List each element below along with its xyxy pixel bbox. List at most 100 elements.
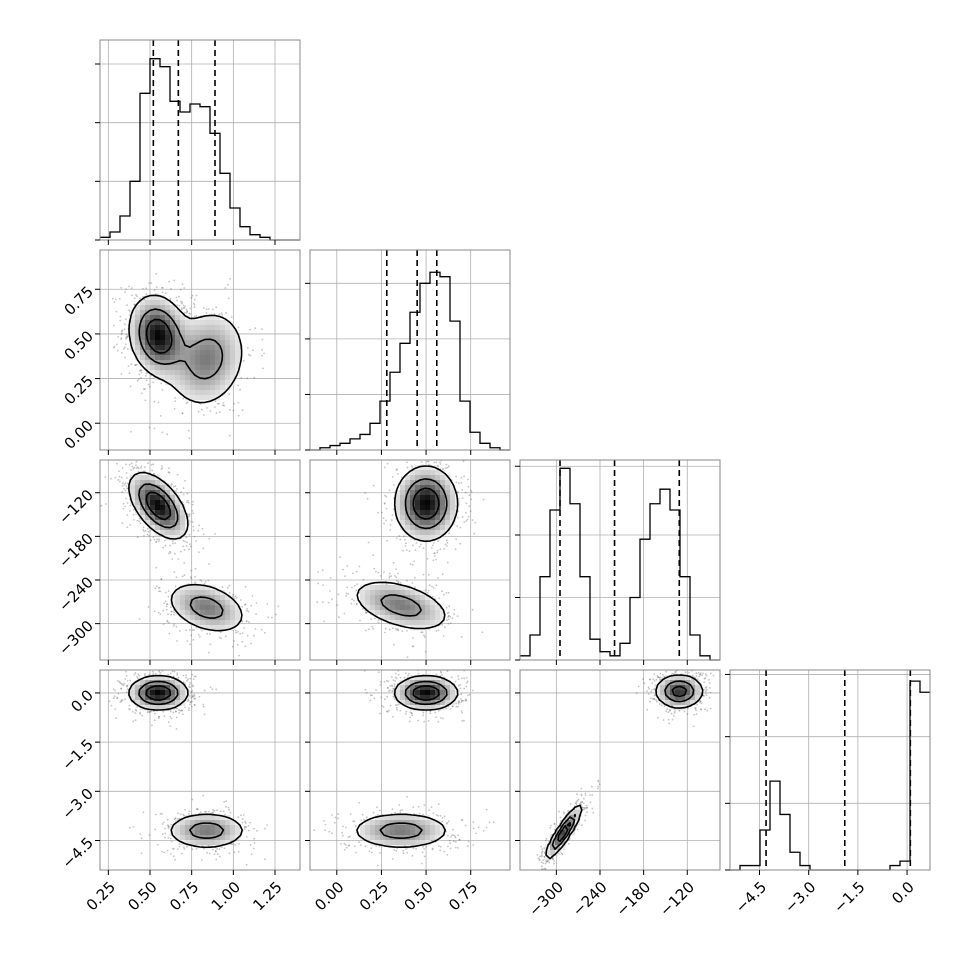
sample-point — [460, 482, 463, 484]
density-cell — [155, 335, 161, 341]
sample-point — [245, 620, 248, 623]
sample-point — [427, 589, 430, 592]
sample-point — [178, 843, 181, 845]
sample-point — [174, 817, 177, 820]
density-cell — [180, 505, 186, 511]
density-cell — [225, 600, 231, 606]
density-cell — [415, 480, 421, 486]
density-cell — [160, 505, 166, 511]
density-cell — [145, 485, 151, 491]
density-cell — [225, 605, 231, 611]
sample-point — [427, 573, 430, 576]
sample-point — [189, 543, 191, 545]
density-cell — [170, 595, 176, 601]
density-cell — [405, 495, 411, 501]
density-cell — [210, 355, 216, 361]
panel-background — [520, 460, 720, 660]
density-cell — [165, 310, 171, 316]
density-cell — [215, 330, 221, 336]
sample-point — [399, 582, 402, 584]
sample-point — [403, 454, 405, 456]
density-cell — [450, 490, 456, 496]
sample-point — [191, 294, 194, 297]
sample-point — [275, 613, 277, 616]
density-cell — [175, 360, 181, 366]
density-cell — [215, 355, 221, 361]
density-cell — [180, 585, 186, 591]
sample-point — [249, 328, 252, 331]
density-cell — [185, 325, 191, 331]
sample-point — [241, 409, 244, 412]
density-cell — [415, 535, 421, 541]
sample-point — [110, 477, 112, 480]
sample-point — [190, 691, 193, 694]
density-cell — [200, 615, 206, 621]
density-cell — [145, 320, 151, 326]
density-cell — [140, 325, 146, 331]
sample-point — [119, 681, 121, 684]
sample-point — [481, 631, 484, 634]
density-cell — [160, 515, 166, 521]
density-cell — [200, 385, 206, 391]
density-cell — [405, 505, 411, 511]
sample-point — [125, 497, 127, 500]
sample-point — [138, 674, 141, 677]
sample-point — [356, 583, 359, 585]
density-cell — [430, 620, 436, 626]
sample-point — [124, 346, 126, 349]
sample-point — [143, 530, 145, 533]
density-cell — [175, 355, 181, 361]
sample-point — [178, 712, 181, 714]
sample-point — [148, 282, 151, 284]
sample-point — [262, 367, 264, 370]
density-cell — [215, 370, 221, 376]
sample-point — [124, 698, 126, 700]
sample-point — [203, 713, 206, 716]
sample-point — [397, 473, 399, 475]
sample-point — [112, 324, 115, 327]
sample-point — [447, 616, 450, 618]
density-cell — [425, 515, 431, 521]
sample-point — [162, 609, 165, 612]
sample-point — [167, 552, 170, 555]
scatter-panel-p0-p3 — [95, 669, 301, 875]
sample-point — [142, 528, 145, 531]
sample-point — [377, 619, 380, 622]
sample-point — [185, 536, 188, 539]
density-cell — [135, 325, 141, 331]
density-cell — [425, 480, 431, 486]
density-cell — [225, 625, 231, 631]
sample-point — [197, 530, 200, 532]
sample-point — [199, 636, 201, 638]
sample-point — [245, 620, 248, 622]
sample-point — [169, 552, 172, 554]
sample-point — [161, 287, 163, 289]
sample-point — [375, 570, 377, 573]
sample-point — [179, 300, 182, 303]
sample-point — [175, 296, 178, 299]
sample-point — [110, 704, 113, 707]
density-cell — [165, 320, 171, 326]
sample-point — [209, 643, 212, 646]
density-cell — [185, 330, 191, 336]
density-cell — [195, 320, 201, 326]
sample-point — [129, 510, 131, 512]
sample-point — [230, 316, 233, 318]
sample-point — [166, 433, 169, 436]
sample-point — [389, 572, 391, 575]
density-cell — [150, 310, 156, 316]
density-cell — [415, 520, 421, 526]
density-cell — [405, 530, 411, 536]
sample-point — [406, 629, 408, 632]
density-cell — [180, 605, 186, 611]
density-cell — [410, 525, 416, 531]
sample-point — [203, 414, 205, 416]
density-cell — [180, 390, 186, 396]
sample-point — [414, 586, 416, 589]
sample-point — [189, 313, 192, 315]
sample-point — [193, 304, 196, 306]
sample-point — [216, 848, 218, 850]
density-cell — [385, 585, 391, 591]
sample-point — [395, 537, 398, 540]
density-cell — [170, 375, 176, 381]
